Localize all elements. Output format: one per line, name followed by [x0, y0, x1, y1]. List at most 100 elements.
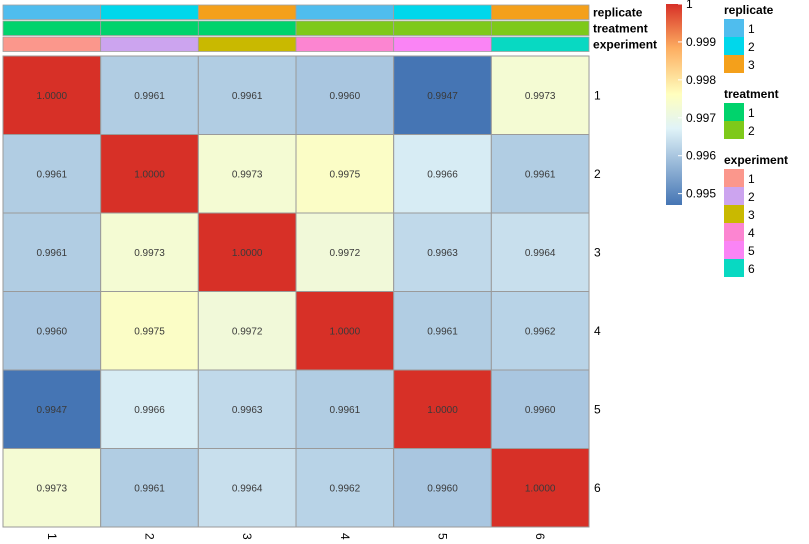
colorbar-tick-label: 0.995 — [686, 187, 716, 201]
annotation-bars: replicate treatment experiment — [2, 4, 657, 52]
legend-title: experiment — [724, 153, 788, 167]
row-label: 6 — [594, 481, 601, 495]
annotation-cell — [197, 36, 297, 52]
annotation-cell — [393, 4, 492, 20]
cell-value-label: 0.9973 — [37, 483, 68, 494]
heatmap-cell — [490, 291, 590, 371]
column-label: 5 — [436, 533, 450, 540]
cell-value-label: 0.9961 — [330, 405, 361, 416]
heatmap-cell — [2, 212, 102, 292]
heatmap-cell — [2, 448, 102, 528]
annotation-cell — [295, 4, 395, 20]
heatmap-cell — [197, 291, 297, 371]
annotation-cell — [100, 36, 199, 52]
heatmap-cell — [197, 369, 297, 449]
heatmap-cells: 1.0000 0.9961 0.9961 0.9960 0.9947 0.9973 0.99… — [2, 55, 590, 528]
heatmap-cell — [295, 369, 395, 449]
cell-value-label: 0.9973 — [232, 169, 263, 180]
column-label: 4 — [338, 533, 352, 540]
legend-swatch — [724, 187, 744, 205]
row-label: 1 — [594, 88, 601, 102]
annotation-cell — [100, 4, 199, 20]
cell-value-label: 0.9961 — [427, 326, 458, 337]
annotation-cell — [295, 36, 395, 52]
heatmap-cell — [393, 55, 492, 135]
heatmap-cell — [197, 55, 297, 135]
cell-value-label: 0.9960 — [37, 326, 68, 337]
cell-value-label: 0.9964 — [232, 483, 263, 494]
color-scale-legend: 0.995 0.996 0.997 0.998 0.999 1 — [666, 0, 716, 205]
legend-item-label: 3 — [748, 208, 755, 222]
heatmap-cell — [393, 291, 492, 371]
row-label: 5 — [594, 402, 601, 416]
legend-title: replicate — [724, 3, 774, 17]
legend-swatch — [724, 205, 744, 223]
legend-item-label: 1 — [748, 106, 755, 120]
annotation-label: replicate — [593, 6, 643, 20]
column-label: 1 — [45, 533, 59, 540]
cell-value-label: 0.9960 — [427, 483, 458, 494]
cell-value-label: 0.9966 — [427, 169, 458, 180]
cell-value-label: 0.9972 — [330, 248, 361, 259]
legend-swatch — [724, 121, 744, 139]
annotation-cell — [2, 4, 102, 20]
cell-value-label: 0.9975 — [134, 326, 165, 337]
annotation-cell — [393, 20, 492, 36]
legend-item-label: 1 — [748, 172, 755, 186]
cell-value-label: 0.9960 — [525, 405, 556, 416]
legend-swatch — [724, 223, 744, 241]
heatmap-cell — [490, 448, 590, 528]
heatmap-cell — [490, 55, 590, 135]
heatmap-cell — [2, 369, 102, 449]
annotation-cell — [2, 20, 102, 36]
cell-value-label: 1.0000 — [37, 91, 68, 102]
cell-value-label: 0.9961 — [134, 483, 165, 494]
cell-value-label: 0.9975 — [330, 169, 361, 180]
legend-swatch — [724, 55, 744, 73]
cell-value-label: 0.9962 — [330, 483, 361, 494]
annotation-cell — [490, 20, 590, 36]
column-label: 2 — [143, 533, 157, 540]
annotation-cell — [197, 4, 297, 20]
legend-item-label: 4 — [748, 226, 755, 240]
annotation-cell — [490, 4, 590, 20]
annotation-label: experiment — [593, 38, 657, 52]
legend-swatch — [724, 169, 744, 187]
colorbar — [666, 4, 682, 205]
cell-value-label: 0.9966 — [134, 405, 165, 416]
heatmap-cell — [490, 134, 590, 214]
heatmap-cell — [393, 448, 492, 528]
cell-value-label: 0.9963 — [232, 405, 263, 416]
heatmap-cell — [393, 212, 492, 292]
legend-title: treatment — [724, 87, 779, 101]
row-labels: 1 2 3 4 5 6 — [594, 88, 601, 495]
legend-item-label: 2 — [748, 124, 755, 138]
heatmap-cell — [100, 55, 199, 135]
heatmap-cell — [100, 134, 199, 214]
cell-value-label: 0.9972 — [232, 326, 263, 337]
heatmap-cell — [295, 448, 395, 528]
heatmap-cell — [490, 212, 590, 292]
cell-value-label: 0.9964 — [525, 248, 556, 259]
annotation-cell — [197, 20, 297, 36]
cell-value-label: 1.0000 — [330, 326, 361, 337]
cell-value-label: 0.9961 — [134, 91, 165, 102]
annotation-legends: replicate 1 2 3 treatment 1 2 experiment 1 2 3 4 5 6 — [724, 3, 788, 277]
annotation-cell — [100, 20, 199, 36]
colorbar-tick-label: 0.996 — [686, 149, 716, 163]
cell-value-label: 1.0000 — [134, 169, 165, 180]
legend-swatch — [724, 37, 744, 55]
column-label: 6 — [533, 533, 547, 540]
legend-item-label: 1 — [748, 22, 755, 36]
annotation-label: treatment — [593, 22, 648, 36]
legend-swatch — [724, 19, 744, 37]
cell-value-label: 0.9963 — [427, 248, 458, 259]
colorbar-tick-label: 1 — [686, 0, 693, 11]
legend-item-label: 3 — [748, 58, 755, 72]
colorbar-tick-label: 0.998 — [686, 73, 716, 87]
legend-swatch — [724, 103, 744, 121]
row-label: 3 — [594, 245, 601, 259]
column-label: 3 — [240, 533, 254, 540]
row-label: 2 — [594, 167, 601, 181]
